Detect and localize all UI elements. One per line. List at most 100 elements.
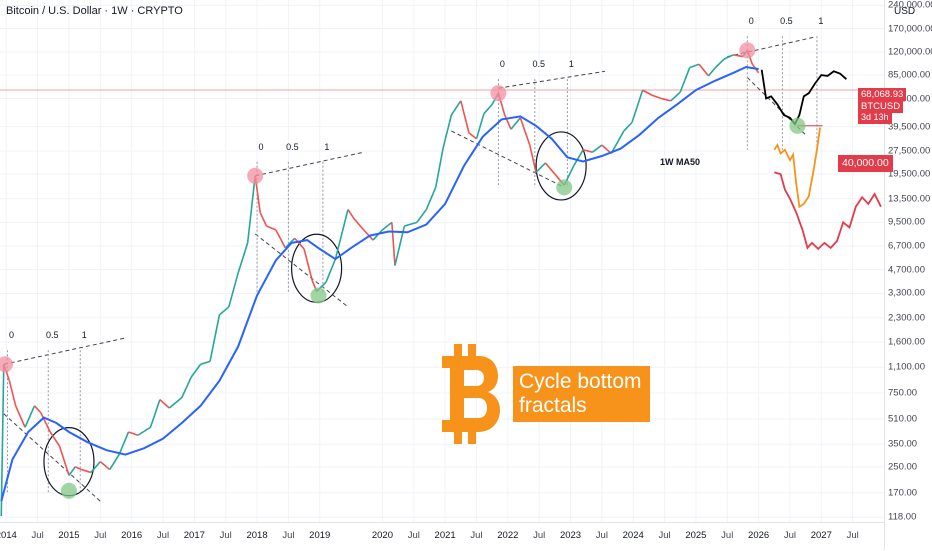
price-segment xyxy=(159,398,170,409)
x-tick-label: Jul xyxy=(407,530,420,541)
price-segment xyxy=(582,148,593,153)
price-segment xyxy=(404,221,418,227)
price-segment xyxy=(416,209,427,223)
price-segment xyxy=(544,162,556,175)
x-tick-label: 2014 xyxy=(0,530,17,541)
fib-label: 1 xyxy=(568,59,574,70)
time-scale[interactable] xyxy=(0,522,884,551)
cycle-bottom-marker xyxy=(556,179,573,196)
y-tick-label: 350.00 xyxy=(888,438,918,450)
x-tick-label: 2018 xyxy=(246,530,268,541)
fractal_orange-line xyxy=(773,127,821,209)
y-tick-label: 120,000.00 xyxy=(888,46,932,58)
fib-label: 0 xyxy=(499,59,505,70)
chart-area[interactable] xyxy=(0,0,884,522)
price-segment xyxy=(391,222,396,266)
price-segment xyxy=(228,272,240,308)
ma50-line xyxy=(0,65,759,502)
price-tag-value: 68,068.93 xyxy=(858,88,907,101)
y-tick-label: 85,000.00 xyxy=(888,69,931,81)
price-segment xyxy=(631,89,644,123)
price-segment xyxy=(284,237,296,249)
y-tick-label: 750.00 xyxy=(888,387,918,399)
price-segment xyxy=(610,130,625,154)
price-segment xyxy=(347,209,355,220)
trend-line xyxy=(451,130,565,188)
trend-line xyxy=(255,151,364,177)
price-segment xyxy=(33,405,42,414)
price-segment xyxy=(372,229,384,241)
x-tick-label: Jul xyxy=(31,530,44,541)
x-tick-label: Jul xyxy=(470,530,483,541)
price-segment xyxy=(8,380,17,406)
x-tick-label: Jul xyxy=(595,530,608,541)
trend-line xyxy=(498,70,606,89)
fib-label: 1 xyxy=(818,16,824,27)
currency-label[interactable]: USD xyxy=(894,6,916,17)
y-tick-label: 4,700.00 xyxy=(888,264,925,276)
price-segment xyxy=(475,113,485,139)
price-segment xyxy=(200,360,211,366)
x-tick-label: 2017 xyxy=(183,530,205,541)
ma-label: 1W MA50 xyxy=(660,157,701,167)
x-tick-label: Jul xyxy=(533,530,546,541)
cycle-top-marker xyxy=(490,85,507,102)
x-tick-label: Jul xyxy=(219,530,232,541)
price-segment xyxy=(661,97,672,102)
price-segment xyxy=(74,466,82,471)
target-price-tag: 40,000.00 xyxy=(838,155,893,172)
price-segment xyxy=(381,221,393,231)
x-tick-label: 2020 xyxy=(371,530,394,541)
fib-label: 1 xyxy=(81,330,87,341)
cycle-top-marker xyxy=(247,167,264,184)
x-tick-label: 2021 xyxy=(434,530,456,541)
price-segment xyxy=(425,187,437,210)
price-segment xyxy=(209,314,221,362)
fib-label: 0 xyxy=(748,16,754,27)
y-tick-label: 60,000.00 xyxy=(888,93,931,105)
price-segment xyxy=(450,100,462,116)
price-segment xyxy=(707,67,716,77)
y-tick-label: 250.00 xyxy=(888,461,918,473)
price-segment xyxy=(68,466,76,476)
price-segment xyxy=(303,248,313,281)
price-segment xyxy=(90,461,101,473)
price-segment xyxy=(294,237,305,250)
price-segment xyxy=(442,114,453,148)
price-segment xyxy=(468,132,477,140)
x-tick-label: 2025 xyxy=(685,530,707,541)
cycle-top-marker xyxy=(739,42,756,59)
x-tick-label: Jul xyxy=(846,530,859,541)
x-tick-label: 2024 xyxy=(622,530,644,541)
y-tick-label: 240,000.00 xyxy=(888,0,932,11)
headline-line-2: fractals xyxy=(519,394,587,417)
price-segment xyxy=(698,63,710,77)
projection-line xyxy=(760,69,847,126)
trend-line xyxy=(3,413,101,502)
price-chart[interactable] xyxy=(0,0,884,522)
price-segment xyxy=(237,242,249,273)
price-segment xyxy=(149,399,161,428)
price-segment xyxy=(363,229,374,241)
price-segment xyxy=(168,397,183,409)
fib-label: 0.5 xyxy=(532,59,546,70)
price-segment xyxy=(58,445,70,476)
price-segment xyxy=(651,94,662,100)
fib-label: 0.5 xyxy=(46,330,59,341)
y-tick-label: 1,100.00 xyxy=(888,361,925,373)
y-tick-label: 2,300.00 xyxy=(888,312,925,324)
chart-title: Bitcoin / U.S. Dollar · 1W · CRYPTO xyxy=(6,5,183,17)
x-tick-label: Jul xyxy=(282,530,295,541)
bottom-circle xyxy=(535,131,587,201)
x-tick-label: 2023 xyxy=(559,530,582,541)
bitcoin-logo-icon xyxy=(442,344,500,444)
fib-label: 0.5 xyxy=(780,16,793,27)
price-segment xyxy=(40,412,51,433)
price-segment xyxy=(723,54,734,60)
price-segment xyxy=(519,117,531,146)
price-segment xyxy=(0,364,5,517)
price-segment xyxy=(24,405,36,428)
price-segment xyxy=(181,376,192,398)
y-tick-label: 510.00 xyxy=(888,413,918,425)
fib-label: 0 xyxy=(258,141,264,152)
